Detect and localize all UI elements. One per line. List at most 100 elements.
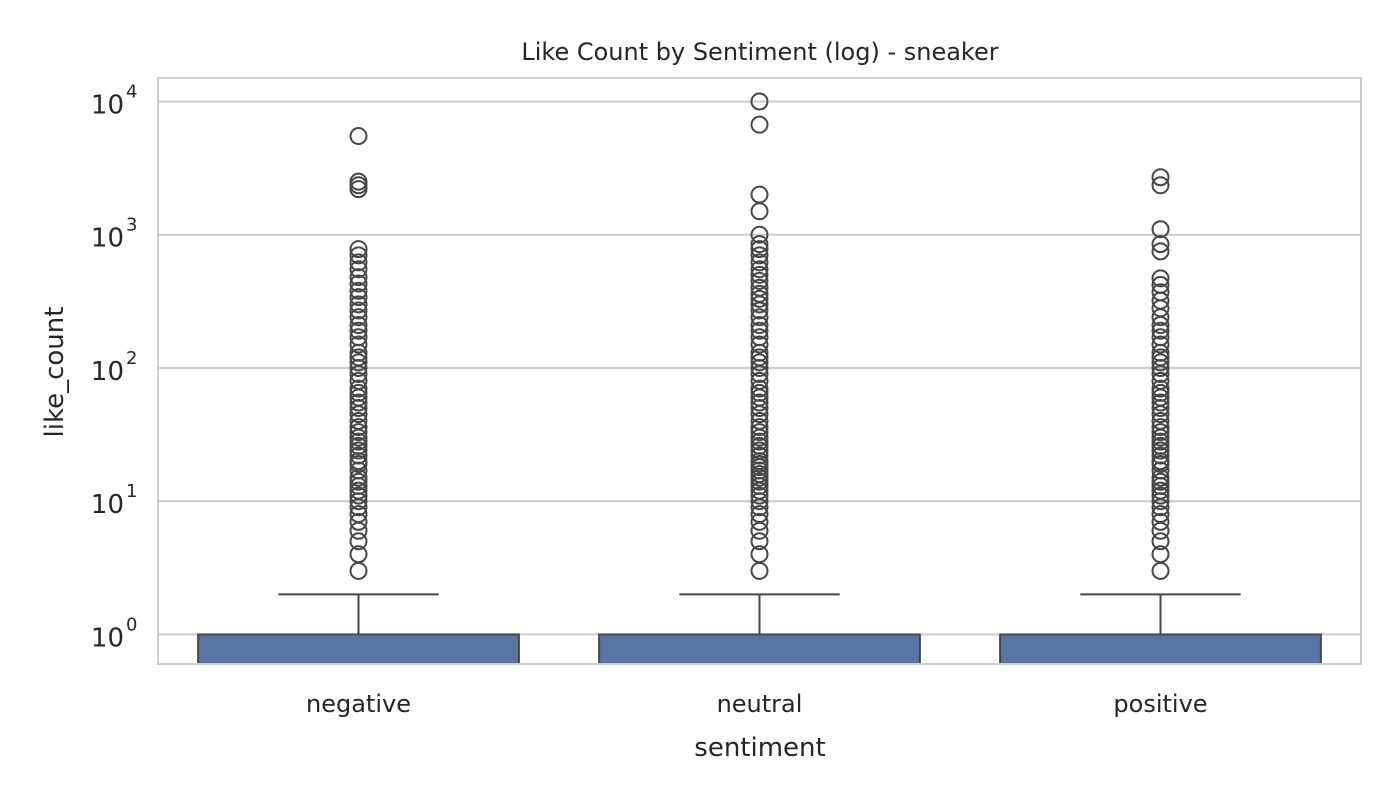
outlier-point [1151, 418, 1170, 437]
outlier-point [1151, 242, 1170, 261]
outlier-point [750, 225, 769, 244]
outlier-point [1151, 505, 1170, 524]
outlier-point [1151, 321, 1170, 340]
outlier-point [750, 335, 769, 354]
outlier-point [349, 545, 368, 564]
gridlines [158, 100, 1361, 636]
outlier-point [1151, 423, 1170, 442]
outlier-point [349, 172, 368, 191]
y-tick-label: 10 [91, 490, 124, 520]
outlier-point [349, 393, 368, 412]
outlier-point [349, 512, 368, 531]
outlier-point [349, 321, 368, 340]
outlier-point [750, 545, 769, 564]
outlier-point [349, 316, 368, 335]
outlier-point [750, 441, 769, 460]
outlier-point [1151, 168, 1170, 187]
outlier-point [349, 281, 368, 300]
outlier-point [349, 268, 368, 287]
outlier-point [1151, 371, 1170, 390]
chart-title: Like Count by Sentiment (log) - sneaker [521, 38, 998, 66]
outlier-point [349, 486, 368, 505]
box-rect [598, 633, 921, 665]
outlier-point [1151, 235, 1170, 254]
outlier-point [1151, 481, 1170, 500]
outlier-point [1151, 436, 1170, 455]
outlier-point [1151, 545, 1170, 564]
outlier-point [750, 486, 769, 505]
outlier-point [750, 418, 769, 437]
outlier-point [750, 353, 769, 372]
outlier-point [750, 383, 769, 402]
outlier-point [349, 383, 368, 402]
outlier-point [1151, 411, 1170, 430]
y-tick-exponent: 0 [126, 614, 137, 635]
outlier-point [750, 265, 769, 284]
outlier-point [750, 202, 769, 221]
y-tick-label: 10 [91, 357, 124, 387]
outlier-point [1151, 446, 1170, 465]
x-axis-label: sentiment [694, 733, 825, 763]
y-tick-exponent: 1 [126, 481, 137, 502]
outlier-point [1151, 275, 1170, 294]
outlier-point [349, 127, 368, 146]
y-tick-exponent: 3 [126, 215, 137, 236]
outlier-point [349, 532, 368, 551]
y-tick-label: 10 [91, 224, 124, 254]
outlier-point [1151, 561, 1170, 580]
y-axis-label: like_count [40, 307, 70, 438]
outlier-point [750, 348, 769, 367]
outlier-point [349, 446, 368, 465]
outlier-point [349, 308, 368, 327]
outlier-point [750, 289, 769, 308]
outlier-point [1151, 383, 1170, 402]
outlier-point [750, 505, 769, 524]
box-positive [999, 168, 1322, 665]
outlier-point [349, 561, 368, 580]
outlier-point [750, 92, 769, 111]
outlier-point [750, 446, 769, 465]
outlier-point [750, 253, 769, 272]
outlier-point [750, 308, 769, 327]
outlier-point [750, 278, 769, 297]
outlier-point [750, 561, 769, 580]
box-neutral [598, 92, 921, 665]
y-tick-label: 10 [91, 90, 124, 120]
outlier-point [349, 260, 368, 279]
outlier-point [750, 185, 769, 204]
outlier-point [750, 532, 769, 551]
outlier-point [349, 348, 368, 367]
outlier-point [1151, 532, 1170, 551]
outlier-point [750, 316, 769, 335]
outlier-point [750, 436, 769, 455]
outlier-point [349, 274, 368, 293]
outlier-point [750, 235, 769, 254]
outlier-point [349, 481, 368, 500]
outlier-point [750, 328, 769, 347]
outlier-point [750, 240, 769, 259]
y-tick-exponent: 4 [126, 81, 137, 102]
outlier-point [349, 295, 368, 314]
outlier-point [349, 240, 368, 259]
outlier-point [349, 335, 368, 354]
x-tick-label: positive [1113, 690, 1207, 718]
outlier-point [750, 246, 769, 265]
outlier-point [750, 423, 769, 442]
y-tick-label: 10 [91, 623, 124, 653]
outlier-point [349, 246, 368, 265]
outlier-point [349, 353, 368, 372]
outlier-point [750, 260, 769, 279]
outlier-point [349, 461, 368, 480]
outlier-point [750, 271, 769, 290]
outlier-point [1151, 269, 1170, 288]
outlier-point [349, 505, 368, 524]
outlier-point [750, 321, 769, 340]
x-tick-label: negative [306, 690, 411, 718]
box-negative [197, 127, 520, 665]
y-tick-exponent: 2 [126, 348, 137, 369]
box-rect [999, 633, 1322, 665]
outlier-point [349, 301, 368, 320]
outlier-point [1151, 283, 1170, 302]
x-tick-label: neutral [717, 690, 803, 718]
outlier-point [1151, 328, 1170, 347]
